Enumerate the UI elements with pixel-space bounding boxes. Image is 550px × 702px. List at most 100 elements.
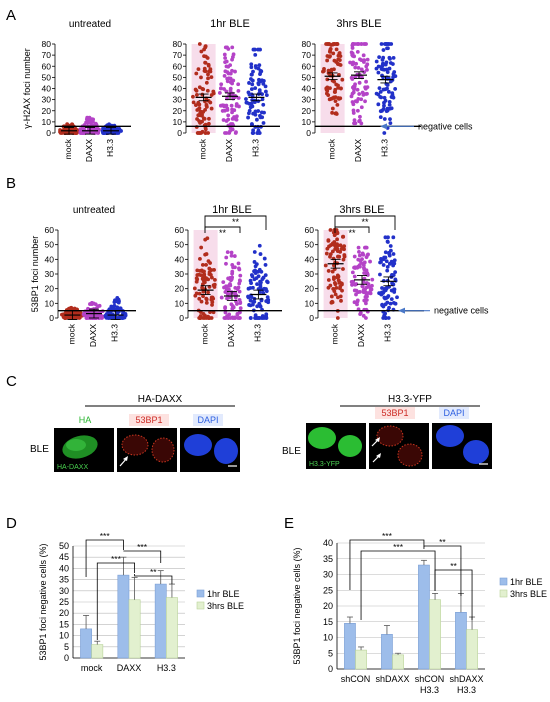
left-channel-dapi-box	[193, 414, 223, 426]
panel-a-data-point	[228, 63, 233, 68]
panel-a-data-point	[380, 57, 385, 62]
panel-d-y-tick-label: 45	[59, 552, 69, 562]
panel-b-data-point	[85, 316, 89, 320]
panel-a-data-point	[382, 103, 386, 108]
panel-a-data-point	[69, 130, 74, 135]
panel-b-data-point	[326, 269, 331, 273]
panel-b-y-tick-label: 0	[179, 313, 184, 323]
panel-a-data-point	[376, 102, 381, 107]
panel-b-data-point	[364, 316, 368, 320]
h33-nucleus-1	[308, 427, 336, 449]
panel-b-data-point	[63, 316, 68, 320]
panel-b-data-point	[260, 314, 265, 318]
panel-e-bar-1hr	[418, 564, 430, 670]
panel-b-data-point	[206, 259, 211, 264]
left-channel-53bp1: 53BP1	[135, 415, 162, 425]
panel-a-data-point	[194, 93, 199, 97]
panel-a-data-point	[236, 96, 241, 100]
panel-a-data-point	[202, 54, 206, 59]
panel-d-legend-label: 3hrs BLE	[207, 601, 244, 611]
panel-a-data-point	[362, 58, 367, 63]
panel-a-data-point	[228, 80, 233, 85]
panel-b-y-tick-label: 0	[49, 313, 54, 323]
panel-a-y-tick-label: 80	[42, 39, 52, 49]
panel-a-data-point	[386, 89, 391, 94]
panel-b-data-point	[368, 288, 373, 292]
panel-a-y-tick-label: 20	[42, 106, 52, 116]
panel-b-data-point	[383, 316, 388, 320]
panel-b-data-point	[383, 250, 388, 255]
panel-d-x-tick-label: DAXX	[117, 663, 142, 673]
panel-a-data-point	[387, 102, 392, 107]
panel-b-data-point	[228, 283, 233, 288]
panel-b-data-point	[342, 244, 347, 249]
panel-b-data-point	[335, 316, 340, 320]
panel-a-data-point	[58, 129, 62, 134]
panel-b-data-point	[331, 277, 336, 282]
panel-label-b: B	[6, 175, 16, 192]
panel-b-data-point	[387, 261, 392, 266]
panel-a-data-point	[249, 65, 254, 70]
panel-a-data-point	[209, 106, 214, 111]
panel-b-data-point	[352, 300, 357, 305]
panel-a-data-point	[382, 117, 387, 121]
panel-a-data-point	[328, 46, 333, 51]
panel-a-data-point	[223, 69, 228, 74]
panel-b-data-point	[256, 316, 261, 320]
panel-a-y-tick-label: 80	[302, 39, 312, 49]
panel-b-data-point	[341, 257, 346, 262]
panel-a-data-point	[258, 72, 262, 77]
panel-a-data-point	[359, 58, 364, 63]
panel-a-data-point	[389, 95, 394, 99]
panel-b-data-point	[383, 302, 388, 307]
panel-a-data-point	[377, 86, 382, 91]
panel-a-x-tick-label: DAXX	[224, 139, 234, 162]
panel-a-y-tick-label: 30	[302, 95, 312, 105]
panel-b-data-point	[333, 292, 338, 297]
panel-a-data-point	[378, 115, 383, 120]
panel-a-data-point	[354, 61, 359, 66]
panel-d-significance-label: ***	[100, 531, 111, 541]
panel-b-data-point	[252, 269, 256, 274]
panel-b-x-tick-label: mock	[330, 323, 340, 344]
panel-d-y-tick-label: 35	[59, 575, 69, 585]
panel-a-data-point	[206, 121, 211, 126]
panel-b-data-point	[198, 256, 202, 261]
panel-a-data-point	[249, 87, 254, 91]
panel-b-y-tick-label: 50	[175, 240, 185, 250]
panel-b-data-point	[326, 278, 331, 282]
panel-b-data-point	[361, 280, 366, 285]
panel-a-data-point	[355, 50, 360, 54]
panel-b-data-point	[356, 264, 360, 269]
panel-b-y-tick-label: 60	[45, 225, 55, 235]
panel-d-significance-label: ***	[137, 542, 148, 552]
panel-a-data-point	[236, 82, 241, 87]
panel-a-data-point	[352, 54, 357, 59]
panel-d-bar-3hrs	[128, 599, 141, 659]
panel-b-data-point	[201, 289, 206, 294]
panel-b-y-tick-label: 40	[175, 254, 185, 264]
panel-c: HA-DAXX H3.3-YFP HA 53BP1 DAPI 53BP1 DAP…	[30, 394, 492, 472]
panel-b-significance-label: **	[232, 217, 240, 227]
panel-b-data-point	[248, 316, 253, 320]
panel-b-data-point	[117, 315, 122, 320]
panel-b-data-point	[353, 265, 357, 270]
panel-b-data-point	[198, 269, 202, 273]
panel-a-data-point	[261, 78, 266, 83]
panel-a-data-point	[350, 91, 355, 96]
panel-e-x-tick-label: shCON	[341, 674, 371, 684]
panel-a-data-point	[199, 49, 204, 54]
panel-a-data-point	[80, 131, 85, 135]
panel-b-data-point	[354, 282, 359, 286]
panel-a-data-point	[328, 49, 332, 54]
panel-a-data-point	[260, 97, 265, 102]
panel-b-data-point	[378, 260, 382, 265]
panel-b-subplot-title: 1hr BLE	[212, 204, 252, 216]
panel-b-data-point	[264, 299, 269, 304]
panel-a-y-tick-label: 0	[306, 128, 311, 138]
panel-a-data-point	[377, 55, 382, 60]
left-dapi-nucleus-1	[184, 434, 212, 456]
